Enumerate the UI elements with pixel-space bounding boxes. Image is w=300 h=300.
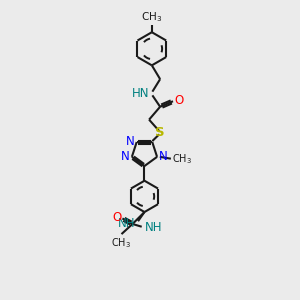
Text: CH$_3$: CH$_3$ — [141, 10, 162, 24]
Text: NH: NH — [118, 217, 135, 230]
Text: HN: HN — [132, 87, 149, 101]
Text: S: S — [155, 126, 165, 139]
Text: N: N — [159, 150, 168, 164]
Text: O: O — [174, 94, 184, 107]
Text: N: N — [121, 150, 130, 164]
Text: CH$_3$: CH$_3$ — [172, 152, 192, 166]
Text: CH$_3$: CH$_3$ — [111, 236, 130, 250]
Text: O: O — [112, 211, 122, 224]
Text: N: N — [126, 135, 134, 148]
Text: NH: NH — [145, 221, 162, 234]
